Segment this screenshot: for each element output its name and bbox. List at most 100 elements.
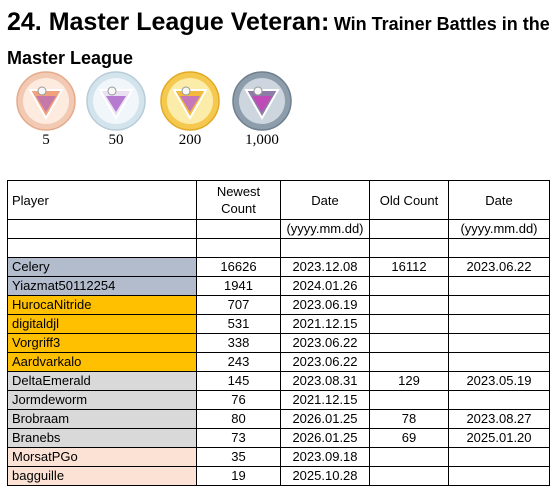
old-date: 2025.01.20: [448, 428, 550, 448]
table-row: bagguille 19 2025.10.28: [7, 466, 550, 486]
old-count: [369, 333, 449, 353]
header-old-count: Old Count: [369, 180, 449, 220]
newest-count: 707: [196, 295, 281, 315]
newest-count: 35: [196, 447, 281, 467]
newest-count: 531: [196, 314, 281, 334]
player-name: Jormdeworm: [7, 390, 197, 410]
player-name: Yiazmat50112254: [7, 276, 197, 296]
old-count: 129: [369, 371, 449, 391]
old-date: 2023.06.22: [448, 257, 550, 277]
newest-date: 2023.09.18: [280, 447, 370, 467]
silver-medal-icon: [86, 71, 146, 131]
player-name: HurocaNitride: [7, 295, 197, 315]
newest-date: 2023.06.19: [280, 295, 370, 315]
table-row: Branebs 73 2026.01.25 69 2025.01.20: [7, 428, 550, 448]
newest-date: 2025.10.28: [280, 466, 370, 486]
empty-cell: [7, 238, 197, 258]
table-row: Brobraam 80 2026.01.25 78 2023.08.27: [7, 409, 550, 429]
old-date: [448, 314, 550, 334]
header-player: Player: [7, 180, 197, 220]
old-count: [369, 390, 449, 410]
header-date-2: Date: [448, 180, 550, 220]
medal-label: 1,000: [245, 132, 279, 148]
medal-bronze: 5: [13, 70, 79, 149]
leaderboard-table: Player Newest Count Date Old Count Date …: [7, 180, 550, 486]
newest-count: 76: [196, 390, 281, 410]
newest-count: 73: [196, 428, 281, 448]
medal-platinum: 1,000: [229, 70, 295, 149]
date-format: (yyyy.mm.dd): [280, 219, 370, 239]
old-count: [369, 466, 449, 486]
table-row: Celery 16626 2023.12.08 16112 2023.06.22: [7, 257, 550, 277]
old-count: 16112: [369, 257, 449, 277]
old-date: 2023.05.19: [448, 371, 550, 391]
medal-label: 200: [178, 132, 202, 148]
table-row: Jormdeworm 76 2021.12.15: [7, 390, 550, 410]
table-row: Vorgriff3 338 2023.06.22: [7, 333, 550, 353]
old-count: [369, 447, 449, 467]
medal-label: 5: [42, 132, 50, 148]
title-sub: Win Trainer Battles in the Master League: [7, 14, 550, 68]
player-name: Celery: [7, 257, 197, 277]
page-title: 24. Master League Veteran: Win Trainer B…: [7, 6, 552, 76]
table-row: HurocaNitride 707 2023.06.19: [7, 295, 550, 315]
table-header-row: Player Newest Count Date Old Count Date: [7, 180, 550, 220]
header-date: Date: [280, 180, 370, 220]
newest-count: 80: [196, 409, 281, 429]
header-newest-count: Newest Count: [196, 180, 281, 220]
newest-date: 2023.06.22: [280, 333, 370, 353]
table-row: Aardvarkalo 243 2023.06.22: [7, 352, 550, 372]
old-date: [448, 295, 550, 315]
newest-date: 2023.08.31: [280, 371, 370, 391]
table-row: MorsatPGo 35 2023.09.18: [7, 447, 550, 467]
medal-row: 5 50 200 1,000: [0, 70, 300, 150]
newest-count: 145: [196, 371, 281, 391]
newest-date: 2026.01.25: [280, 409, 370, 429]
player-name: digitaldjl: [7, 314, 197, 334]
empty-cell: [448, 238, 550, 258]
date-format-2: (yyyy.mm.dd): [448, 219, 550, 239]
old-count: 69: [369, 428, 449, 448]
format-cell: [369, 219, 449, 239]
player-name: Brobraam: [7, 409, 197, 429]
table-row: DeltaEmerald 145 2023.08.31 129 2023.05.19: [7, 371, 550, 391]
old-date: [448, 352, 550, 372]
table-row: digitaldjl 531 2021.12.15: [7, 314, 550, 334]
newest-count: 19: [196, 466, 281, 486]
newest-date: 2023.12.08: [280, 257, 370, 277]
player-name: DeltaEmerald: [7, 371, 197, 391]
newest-date: 2024.01.26: [280, 276, 370, 296]
old-count: [369, 352, 449, 372]
player-name: Branebs: [7, 428, 197, 448]
newest-date: 2021.12.15: [280, 390, 370, 410]
old-date: [448, 447, 550, 467]
newest-count: 338: [196, 333, 281, 353]
table-row: Yiazmat50112254 1941 2024.01.26: [7, 276, 550, 296]
old-date: [448, 466, 550, 486]
old-count: [369, 314, 449, 334]
format-row: (yyyy.mm.dd) (yyyy.mm.dd): [7, 219, 550, 239]
spacer-row: [7, 238, 550, 258]
empty-cell: [196, 238, 281, 258]
newest-count: 243: [196, 352, 281, 372]
empty-cell: [369, 238, 449, 258]
old-count: 78: [369, 409, 449, 429]
old-count: [369, 295, 449, 315]
newest-date: 2026.01.25: [280, 428, 370, 448]
player-name: Vorgriff3: [7, 333, 197, 353]
player-name: MorsatPGo: [7, 447, 197, 467]
newest-count: 1941: [196, 276, 281, 296]
title-main: 24. Master League Veteran:: [7, 8, 330, 36]
old-date: 2023.08.27: [448, 409, 550, 429]
newest-date: 2023.06.22: [280, 352, 370, 372]
format-cell: [7, 219, 197, 239]
old-date: [448, 333, 550, 353]
old-count: [369, 276, 449, 296]
newest-date: 2021.12.15: [280, 314, 370, 334]
gold-medal-icon: [160, 71, 220, 131]
player-name: Aardvarkalo: [7, 352, 197, 372]
medal-silver: 50: [83, 70, 149, 149]
player-name: bagguille: [7, 466, 197, 486]
medal-label: 50: [108, 132, 124, 148]
bronze-medal-icon: [16, 71, 76, 131]
